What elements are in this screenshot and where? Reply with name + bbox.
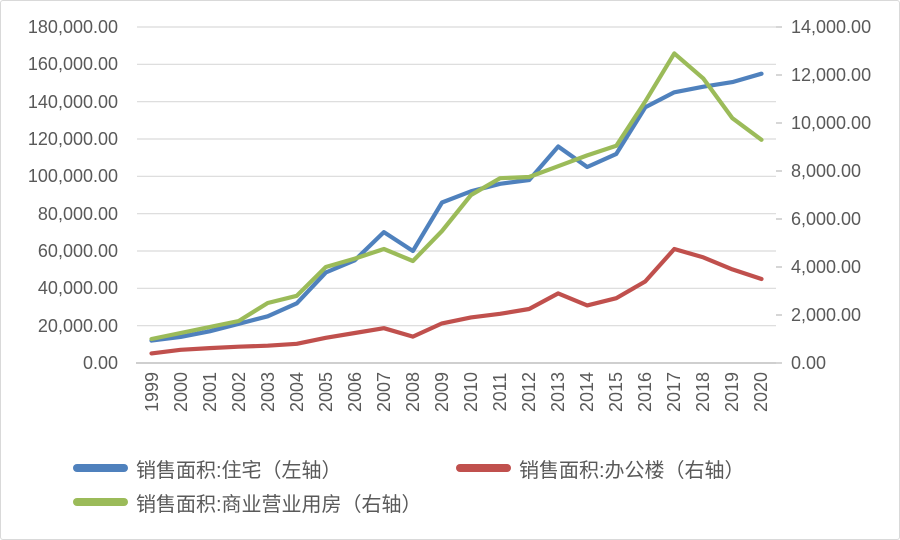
x-axis-label: 2010 <box>461 371 482 413</box>
legend-item-office: 销售面积:办公楼（右轴） <box>456 455 745 482</box>
x-axis-label: 2003 <box>257 371 278 413</box>
x-axis-label: 2013 <box>548 371 569 413</box>
x-axis-label: 2011 <box>490 372 511 412</box>
x-axis-label: 2019 <box>722 371 743 413</box>
x-axis-label: 2014 <box>577 371 598 413</box>
legend-label-commercial: 销售面积:商业营业用房（右轴） <box>136 493 422 516</box>
right-axis-tick-label: 12,000.00 <box>791 65 872 85</box>
left-axis-tick-label: 40,000.00 <box>37 278 118 299</box>
legend-swatch-residential <box>73 464 128 472</box>
left-axis-tick-label: 100,000.00 <box>27 166 118 187</box>
right-axis-tick-label: 10,000.00 <box>791 113 872 133</box>
legend-item-commercial: 销售面积:商业营业用房（右轴） <box>73 489 422 516</box>
x-axis-label: 2020 <box>751 371 772 413</box>
left-axis-tick-label: 160,000.00 <box>27 54 118 75</box>
left-axis-tick-label: 80,000.00 <box>37 203 118 224</box>
x-axis-label: 2012 <box>519 371 540 413</box>
legend-item-residential: 销售面积:住宅（左轴） <box>73 455 342 482</box>
left-axis-tick-label: 60,000.00 <box>37 241 118 261</box>
right-axis-tick-label: 14,000.00 <box>791 17 872 37</box>
legend-swatch-commercial <box>73 498 128 506</box>
x-axis-label: 1999 <box>141 371 162 413</box>
series-line-1 <box>149 246 764 356</box>
left-axis-tick-label: 20,000.00 <box>37 315 118 336</box>
x-axis-label: 2007 <box>373 371 394 413</box>
legend-swatch-office <box>456 464 511 472</box>
x-axis-label: 2006 <box>344 371 365 413</box>
right-axis-tick-label: 4,000.00 <box>791 257 862 277</box>
left-axis-tick-label: 180,000.00 <box>27 17 118 37</box>
legend-label-residential: 销售面积:住宅（左轴） <box>136 459 342 482</box>
x-axis-label: 2018 <box>693 371 714 413</box>
x-axis-label: 2015 <box>606 371 627 413</box>
x-axis-label: 2000 <box>170 371 191 413</box>
right-axis-tick-label: 8,000.00 <box>791 161 862 181</box>
x-axis-label: 2001 <box>199 371 220 413</box>
x-axis-label: 2002 <box>228 371 249 413</box>
x-axis-label: 2017 <box>664 371 685 413</box>
series-line-2 <box>149 51 764 342</box>
series-line-0 <box>149 71 764 343</box>
x-axis-label: 2004 <box>286 371 307 413</box>
x-axis-label: 2005 <box>315 371 336 413</box>
right-axis-tick-label: 0.00 <box>791 353 827 373</box>
x-axis-label: 2009 <box>431 371 452 413</box>
right-axis-tick-label: 6,000.00 <box>791 209 862 229</box>
x-axis-label: 2016 <box>635 371 656 413</box>
left-axis-tick-label: 140,000.00 <box>27 91 118 112</box>
left-axis-tick-label: 0.00 <box>82 353 118 373</box>
left-axis-tick-label: 120,000.00 <box>27 129 118 149</box>
legend-label-office: 销售面积:办公楼（右轴） <box>519 459 745 482</box>
x-axis-label: 2008 <box>402 371 423 413</box>
right-axis-tick-label: 2,000.00 <box>791 305 862 325</box>
